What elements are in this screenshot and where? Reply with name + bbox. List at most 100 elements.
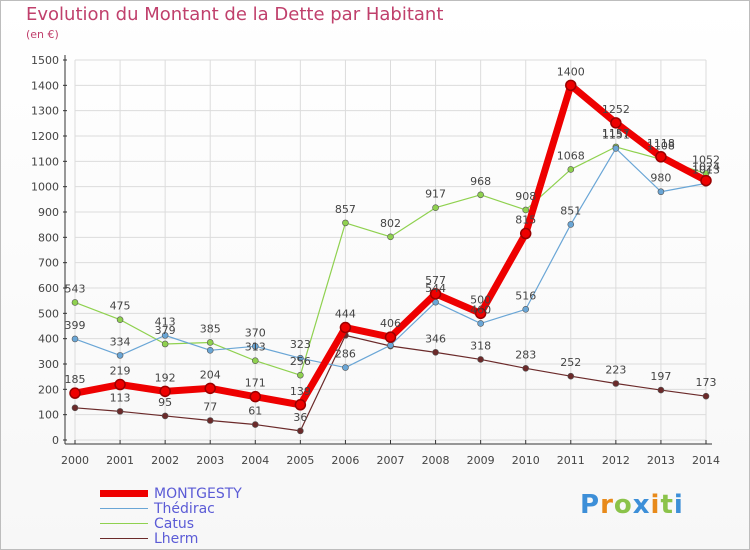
data-label-lherm: 197 bbox=[650, 370, 671, 383]
data-point-montgesty bbox=[204, 382, 216, 395]
data-label-th-dirac: 980 bbox=[650, 172, 671, 185]
data-label-catus: 313 bbox=[245, 341, 266, 354]
data-label-th-dirac: 286 bbox=[335, 348, 356, 361]
data-label-montgesty: 139 bbox=[290, 385, 311, 398]
data-label-catus: 1052 bbox=[692, 153, 720, 166]
data-point-th-dirac bbox=[116, 352, 124, 359]
data-point-catus bbox=[116, 316, 124, 323]
y-tick-label: 1300 bbox=[31, 105, 59, 118]
data-point-montgesty bbox=[655, 151, 667, 163]
x-tick-label: 2003 bbox=[196, 454, 224, 467]
data-point-montgesty bbox=[294, 399, 307, 411]
data-point-lherm bbox=[432, 349, 439, 356]
legend-label: Thédirac bbox=[154, 500, 215, 517]
data-point-th-dirac bbox=[342, 364, 349, 371]
data-label-lherm: 173 bbox=[696, 376, 717, 389]
data-label-lherm: 346 bbox=[425, 332, 446, 345]
data-label-montgesty: 171 bbox=[245, 377, 266, 390]
data-point-th-dirac bbox=[387, 341, 394, 349]
data-point-lherm bbox=[702, 392, 710, 400]
data-point-th-dirac bbox=[657, 188, 665, 196]
data-point-montgesty bbox=[159, 385, 171, 398]
x-tick-label: 2012 bbox=[602, 454, 630, 467]
data-point-catus bbox=[387, 233, 394, 241]
data-point-th-dirac bbox=[71, 335, 79, 343]
data-point-lherm bbox=[71, 404, 79, 412]
data-label-lherm: 95 bbox=[158, 396, 172, 409]
x-tick-label: 2005 bbox=[286, 454, 314, 467]
data-label-lherm: 113 bbox=[110, 391, 131, 404]
data-label-montgesty: 406 bbox=[380, 317, 401, 330]
y-tick-label: 1000 bbox=[31, 181, 59, 194]
data-label-catus: 1157 bbox=[602, 127, 630, 140]
data-label-montgesty: 444 bbox=[335, 308, 356, 321]
data-label-th-dirac: 323 bbox=[290, 338, 311, 351]
chart-title: Evolution du Montant de la Dette par Hab… bbox=[26, 4, 444, 25]
data-point-montgesty bbox=[610, 117, 622, 129]
y-tick-label: 1100 bbox=[31, 155, 59, 168]
data-point-catus bbox=[342, 219, 349, 227]
data-point-montgesty bbox=[429, 288, 442, 300]
data-label-catus: 543 bbox=[65, 282, 86, 295]
data-label-montgesty: 1400 bbox=[557, 65, 585, 78]
y-tick-label: 1500 bbox=[31, 54, 59, 67]
data-label-catus: 1108 bbox=[647, 139, 675, 152]
proxiti-logo: Proxiti bbox=[580, 490, 684, 520]
data-label-catus: 908 bbox=[515, 190, 536, 203]
data-point-catus bbox=[206, 339, 214, 346]
data-label-th-dirac: 334 bbox=[110, 335, 131, 348]
legend-swatch bbox=[100, 523, 148, 524]
data-point-lherm bbox=[251, 421, 259, 428]
y-tick-label: 1200 bbox=[31, 130, 59, 143]
legend-label: Catus bbox=[154, 515, 195, 532]
data-label-lherm: 36 bbox=[293, 411, 307, 424]
legend-swatch bbox=[100, 490, 148, 497]
legend-item: Catus bbox=[100, 516, 242, 531]
y-tick-label: 800 bbox=[38, 231, 59, 244]
data-label-lherm: 252 bbox=[560, 356, 581, 369]
data-point-lherm bbox=[206, 417, 214, 424]
data-label-th-dirac: 851 bbox=[560, 204, 581, 217]
data-label-catus: 917 bbox=[425, 188, 446, 201]
y-tick-label: 300 bbox=[38, 358, 59, 371]
y-tick-label: 700 bbox=[38, 257, 59, 270]
data-point-catus bbox=[522, 206, 530, 214]
y-tick-label: 100 bbox=[38, 409, 59, 422]
legend: MONTGESTY Thédirac Catus Lherm bbox=[100, 486, 242, 546]
data-point-lherm bbox=[297, 427, 304, 435]
data-point-montgesty bbox=[565, 79, 577, 92]
y-tick-label: 1400 bbox=[31, 79, 59, 92]
data-label-catus: 857 bbox=[335, 203, 356, 216]
data-point-montgesty bbox=[249, 390, 262, 403]
data-point-th-dirac bbox=[522, 305, 530, 313]
x-tick-label: 2001 bbox=[106, 454, 134, 467]
data-point-lherm bbox=[161, 412, 169, 420]
data-point-montgesty bbox=[339, 321, 352, 334]
legend-item: MONTGESTY bbox=[100, 486, 242, 501]
data-label-catus: 475 bbox=[110, 300, 131, 313]
axes: 0 100 200 300 400 500 600 700 800 900 1000 1100 1200… bbox=[31, 54, 720, 467]
x-tick-label: 2004 bbox=[241, 454, 269, 467]
legend-swatch bbox=[100, 538, 148, 539]
data-label-catus: 1068 bbox=[557, 149, 585, 162]
data-point-th-dirac bbox=[567, 221, 575, 228]
data-label-th-dirac: 413 bbox=[155, 315, 176, 328]
data-label-th-dirac: 399 bbox=[65, 319, 86, 332]
data-label-th-dirac: 516 bbox=[515, 289, 536, 302]
data-point-montgesty bbox=[519, 227, 532, 240]
x-tick-label: 2014 bbox=[692, 454, 720, 467]
data-label-catus: 385 bbox=[200, 322, 221, 335]
data-point-th-dirac bbox=[206, 347, 214, 354]
x-tick-label: 2000 bbox=[61, 454, 89, 467]
y-tick-label: 0 bbox=[52, 434, 59, 447]
data-label-lherm: 77 bbox=[203, 400, 217, 413]
chart-subtitle: (en €) bbox=[26, 28, 59, 41]
data-point-catus bbox=[567, 166, 575, 173]
data-point-catus bbox=[432, 204, 439, 211]
data-label-th-dirac: 544 bbox=[425, 282, 446, 295]
data-point-lherm bbox=[116, 408, 124, 415]
legend-item: Lherm bbox=[100, 531, 242, 546]
data-point-lherm bbox=[477, 356, 484, 363]
data-label-th-dirac: 370 bbox=[245, 326, 266, 339]
